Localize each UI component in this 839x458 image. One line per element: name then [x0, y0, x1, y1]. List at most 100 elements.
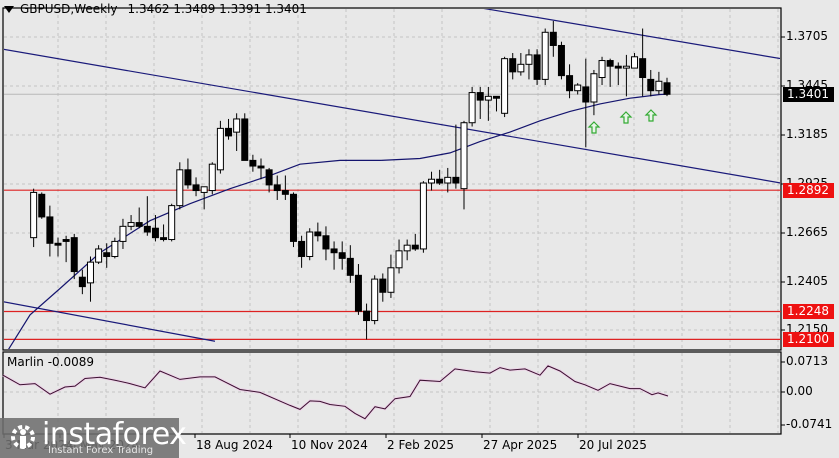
indicator-tick-label: 0.0713	[786, 354, 828, 368]
price-tick-label: 1.2405	[786, 274, 828, 288]
bearish-candle[interactable]	[363, 310, 371, 322]
bullish-candle[interactable]	[200, 186, 208, 193]
time-tick-label: 27 Apr 2025	[483, 438, 558, 452]
bullish-candle[interactable]	[176, 169, 184, 207]
bearish-candle[interactable]	[46, 216, 54, 244]
bullish-candle[interactable]	[598, 60, 606, 79]
channel-trendline[interactable]	[480, 8, 781, 60]
bullish-candle[interactable]	[541, 31, 549, 80]
bullish-candle[interactable]	[95, 248, 103, 263]
bullish-candle[interactable]	[86, 261, 94, 284]
bullish-candle[interactable]	[525, 54, 533, 65]
bullish-candle[interactable]	[484, 95, 492, 101]
bullish-candle[interactable]	[655, 80, 663, 92]
bearish-candle[interactable]	[289, 193, 297, 242]
bearish-candle[interactable]	[533, 54, 541, 80]
bearish-candle[interactable]	[241, 118, 249, 161]
bearish-candle[interactable]	[639, 58, 647, 79]
bearish-candle[interactable]	[143, 225, 151, 233]
bearish-candle[interactable]	[606, 60, 614, 67]
bullish-candle[interactable]	[622, 65, 630, 69]
bearish-candle[interactable]	[273, 184, 281, 192]
bearish-candle[interactable]	[476, 92, 484, 101]
bearish-candle[interactable]	[192, 184, 200, 192]
bearish-candle[interactable]	[557, 44, 565, 77]
collapse-triangle-icon[interactable]	[4, 5, 14, 13]
bearish-candle[interactable]	[346, 257, 354, 276]
bullish-candle[interactable]	[395, 250, 403, 269]
bearish-candle[interactable]	[436, 178, 444, 184]
bearish-candle[interactable]	[411, 244, 419, 250]
bearish-candle[interactable]	[70, 237, 78, 273]
bearish-candle[interactable]	[379, 278, 387, 293]
bearish-candle[interactable]	[265, 169, 273, 186]
instaforex-logo: instaforex Instant Forex Trading	[0, 418, 187, 458]
bearish-candle[interactable]	[582, 86, 590, 103]
bearish-candle[interactable]	[78, 276, 86, 288]
bearish-candle[interactable]	[225, 127, 233, 137]
level-price-tag: 1.2100	[783, 332, 834, 348]
bearish-candle[interactable]	[103, 252, 111, 257]
bullish-candle[interactable]	[371, 278, 379, 322]
level-price-tag: 1.2892	[783, 183, 834, 199]
up-arrow-signal-icon	[587, 121, 601, 134]
bullish-candle[interactable]	[403, 244, 411, 252]
bearish-candle[interactable]	[38, 193, 46, 218]
instaforex-logo-icon	[11, 425, 35, 449]
bearish-candle[interactable]	[647, 78, 655, 92]
chart-title: GBPUSD,Weekly 1.3462 1.3489 1.3391 1.340…	[4, 2, 307, 16]
bearish-candle[interactable]	[160, 237, 168, 241]
bullish-candle[interactable]	[127, 222, 135, 227]
bullish-candle[interactable]	[574, 84, 582, 92]
indicator-label: Marlin -0.0089	[7, 355, 95, 369]
bearish-candle[interactable]	[509, 58, 517, 73]
bearish-candle[interactable]	[184, 169, 192, 186]
bearish-candle[interactable]	[492, 95, 500, 99]
bullish-candle[interactable]	[306, 231, 314, 257]
bearish-candle[interactable]	[249, 159, 257, 167]
bearish-candle[interactable]	[62, 239, 70, 242]
bullish-candle[interactable]	[517, 63, 525, 73]
bearish-candle[interactable]	[354, 274, 362, 312]
bearish-candle[interactable]	[566, 75, 574, 92]
bullish-candle[interactable]	[501, 58, 509, 114]
bearish-candle[interactable]	[151, 227, 159, 239]
bullish-candle[interactable]	[168, 205, 176, 241]
bearish-candle[interactable]	[452, 176, 460, 184]
price-tick-label: 1.3185	[786, 127, 828, 141]
bearish-candle[interactable]	[135, 222, 143, 227]
bullish-candle[interactable]	[631, 56, 639, 69]
bearish-candle[interactable]	[281, 190, 289, 195]
bearish-candle[interactable]	[257, 165, 265, 169]
bearish-candle[interactable]	[549, 31, 557, 46]
bullish-candle[interactable]	[216, 127, 224, 171]
bullish-candle[interactable]	[460, 122, 468, 190]
up-arrow-signal-icon	[619, 111, 633, 124]
marlin-indicator-line	[2, 365, 669, 420]
channel-trendline[interactable]	[3, 48, 781, 184]
bearish-candle[interactable]	[54, 242, 62, 246]
logo-brand: instaforex	[42, 417, 187, 452]
bullish-candle[interactable]	[30, 191, 38, 239]
ohlc-values: 1.3462 1.3489 1.3391 1.3401	[127, 2, 307, 16]
bullish-candle[interactable]	[387, 267, 395, 293]
bearish-candle[interactable]	[298, 240, 306, 257]
time-tick-label: 2 Feb 2025	[387, 438, 455, 452]
bullish-candle[interactable]	[419, 182, 427, 250]
bearish-candle[interactable]	[614, 65, 622, 69]
bullish-candle[interactable]	[590, 73, 598, 103]
bullish-candle[interactable]	[111, 240, 119, 257]
bullish-candle[interactable]	[233, 118, 241, 133]
bullish-candle[interactable]	[428, 178, 436, 184]
bearish-candle[interactable]	[314, 231, 322, 237]
bullish-candle[interactable]	[119, 225, 127, 242]
symbol-timeframe: GBPUSD,Weekly	[20, 2, 118, 16]
bearish-candle[interactable]	[338, 252, 346, 259]
bearish-candle[interactable]	[663, 82, 671, 95]
bullish-candle[interactable]	[444, 176, 452, 184]
bullish-candle[interactable]	[208, 163, 216, 192]
bearish-candle[interactable]	[322, 235, 330, 250]
bullish-candle[interactable]	[468, 92, 476, 124]
bearish-candle[interactable]	[330, 248, 338, 254]
